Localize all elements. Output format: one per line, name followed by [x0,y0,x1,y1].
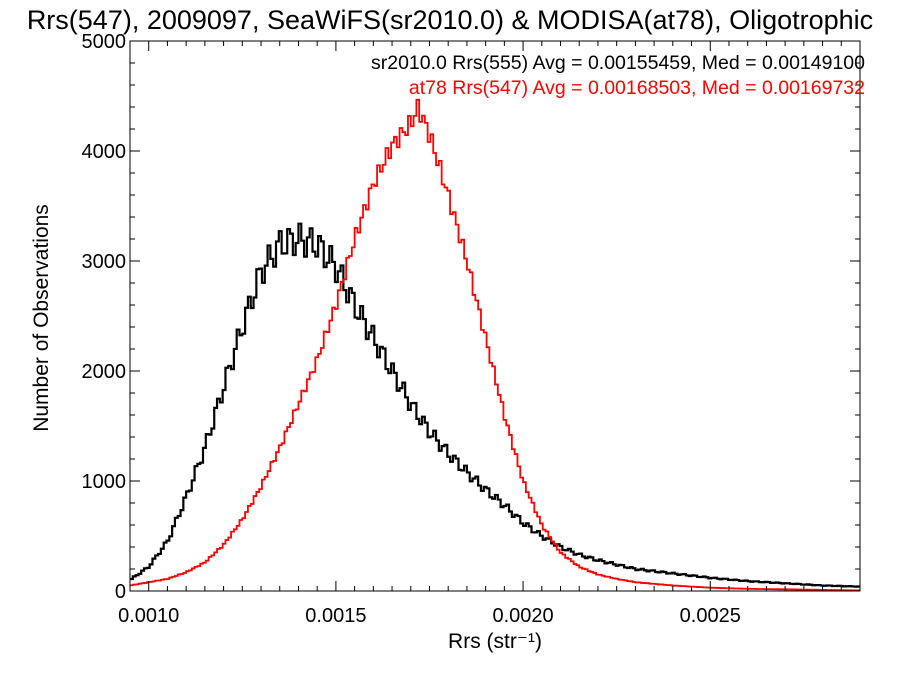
x-axis-label: Rrs (str⁻¹) [448,630,542,653]
y-tick-label: 5000 [82,31,127,53]
series-2-line [130,98,860,592]
y-tick-label: 1000 [82,471,127,493]
x-tick-label: 0.0020 [492,605,553,627]
y-tick-label: 4000 [82,141,127,163]
series-1-line [130,222,860,588]
ticks-layer: 0 1000 2000 3000 4000 5000 0.0010 0.0015 0.0020 0… [82,31,861,627]
y-tick-label: 3000 [82,251,127,273]
x-tick-label: 0.0010 [118,605,179,627]
series-layer [130,98,860,592]
legend: sr2010.0 Rrs(555) Avg = 0.00155459, Med … [371,52,865,99]
y-tick-label: 0 [115,581,126,603]
plot-frame [129,40,861,592]
x-tick-label: 0.0025 [680,605,741,627]
legend-entry-2: at78 Rrs(547) Avg = 0.00168503, Med = 0.… [409,77,865,99]
y-tick-label: 2000 [82,361,127,383]
x-tick-label: 0.0015 [305,605,366,627]
chart-title: Rrs(547), 2009097, SeaWiFS(sr2010.0) & M… [27,5,873,35]
y-axis-label: Number of Observations [30,204,53,432]
legend-entry-1: sr2010.0 Rrs(555) Avg = 0.00155459, Med … [371,52,865,74]
